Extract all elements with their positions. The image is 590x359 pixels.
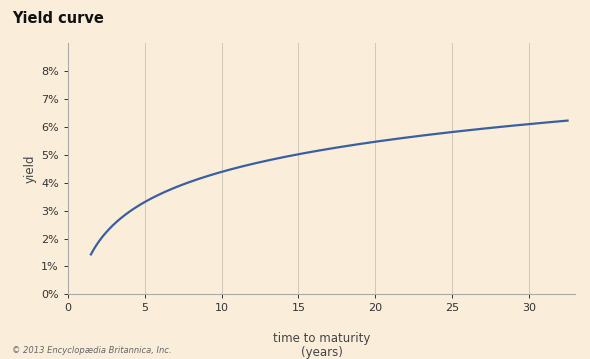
Y-axis label: yield: yield xyxy=(24,154,37,183)
Text: (years): (years) xyxy=(301,346,342,359)
Text: Yield curve: Yield curve xyxy=(12,11,104,26)
Text: time to maturity: time to maturity xyxy=(273,332,371,345)
Text: © 2013 Encyclopædia Britannica, Inc.: © 2013 Encyclopædia Britannica, Inc. xyxy=(12,346,171,355)
